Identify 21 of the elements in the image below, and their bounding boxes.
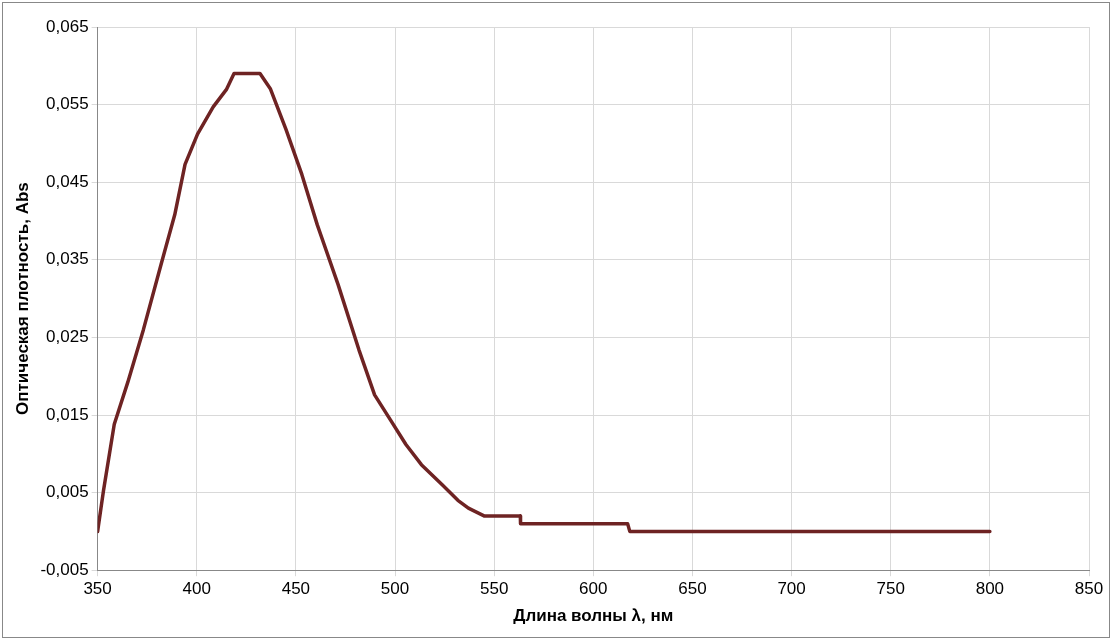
- x-tick-label: 500: [380, 579, 410, 599]
- x-tick-label: 800: [975, 579, 1005, 599]
- y-tick-label: 0,035: [46, 249, 89, 269]
- y-tick-label: 0,045: [46, 171, 89, 191]
- y-tick-label: 0,005: [46, 482, 89, 502]
- y-tick-label: -0,005: [40, 559, 89, 579]
- x-tick-label: 400: [182, 579, 211, 599]
- x-axis-title: Длина волны λ, нм: [513, 606, 674, 626]
- y-tick-label: 0,055: [46, 94, 89, 114]
- y-tick-label: 0,025: [46, 327, 89, 347]
- y-tick-label: 0,065: [46, 16, 89, 36]
- x-tick-label: 350: [83, 579, 112, 599]
- x-tick-label: 600: [579, 579, 608, 599]
- x-tick-label: 850: [1074, 579, 1104, 599]
- x-tick-label: 650: [678, 579, 707, 599]
- y-axis-title: Оптическая плотность, Abs: [12, 182, 32, 415]
- x-tick-label: 700: [777, 579, 806, 599]
- x-tick-label: 450: [281, 579, 311, 599]
- x-tick-label: 550: [479, 579, 509, 599]
- x-tick-label: 750: [876, 579, 905, 599]
- y-tick-label: 0,015: [46, 404, 89, 424]
